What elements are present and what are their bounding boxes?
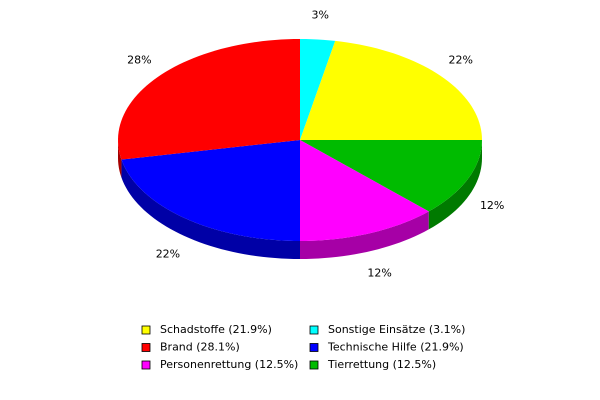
legend-swatch xyxy=(309,360,319,370)
legend-label: Schadstoffe (21.9%) xyxy=(160,323,272,336)
legend-label: Technische Hilfe (21.9%) xyxy=(327,341,464,354)
data-label: 12% xyxy=(367,266,391,279)
legend-swatch xyxy=(141,325,151,335)
legend-swatch xyxy=(141,360,151,370)
slice-side xyxy=(121,159,300,259)
data-label: 28% xyxy=(127,54,151,67)
legend-label: Sonstige Einsätze (3.1%) xyxy=(328,323,465,336)
slice-side xyxy=(118,140,122,178)
slice xyxy=(300,40,482,140)
legend-label: Brand (28.1%) xyxy=(160,341,240,354)
slice xyxy=(121,140,300,241)
data-label: 22% xyxy=(156,248,180,261)
slice-side xyxy=(300,211,429,259)
slice xyxy=(118,39,300,160)
legend-label: Tierrettung (12.5%) xyxy=(327,358,436,371)
slice xyxy=(300,39,336,140)
legend-swatch xyxy=(309,325,319,335)
slice-side xyxy=(428,140,482,230)
data-label: 22% xyxy=(448,54,472,67)
legend-swatch xyxy=(141,343,151,352)
legend-label: Personenrettung (12.5%) xyxy=(160,358,298,371)
legend-swatch xyxy=(309,343,319,352)
slice xyxy=(300,140,482,212)
data-label: 3% xyxy=(311,9,328,22)
slice xyxy=(300,140,429,241)
data-label: 12% xyxy=(480,199,504,212)
